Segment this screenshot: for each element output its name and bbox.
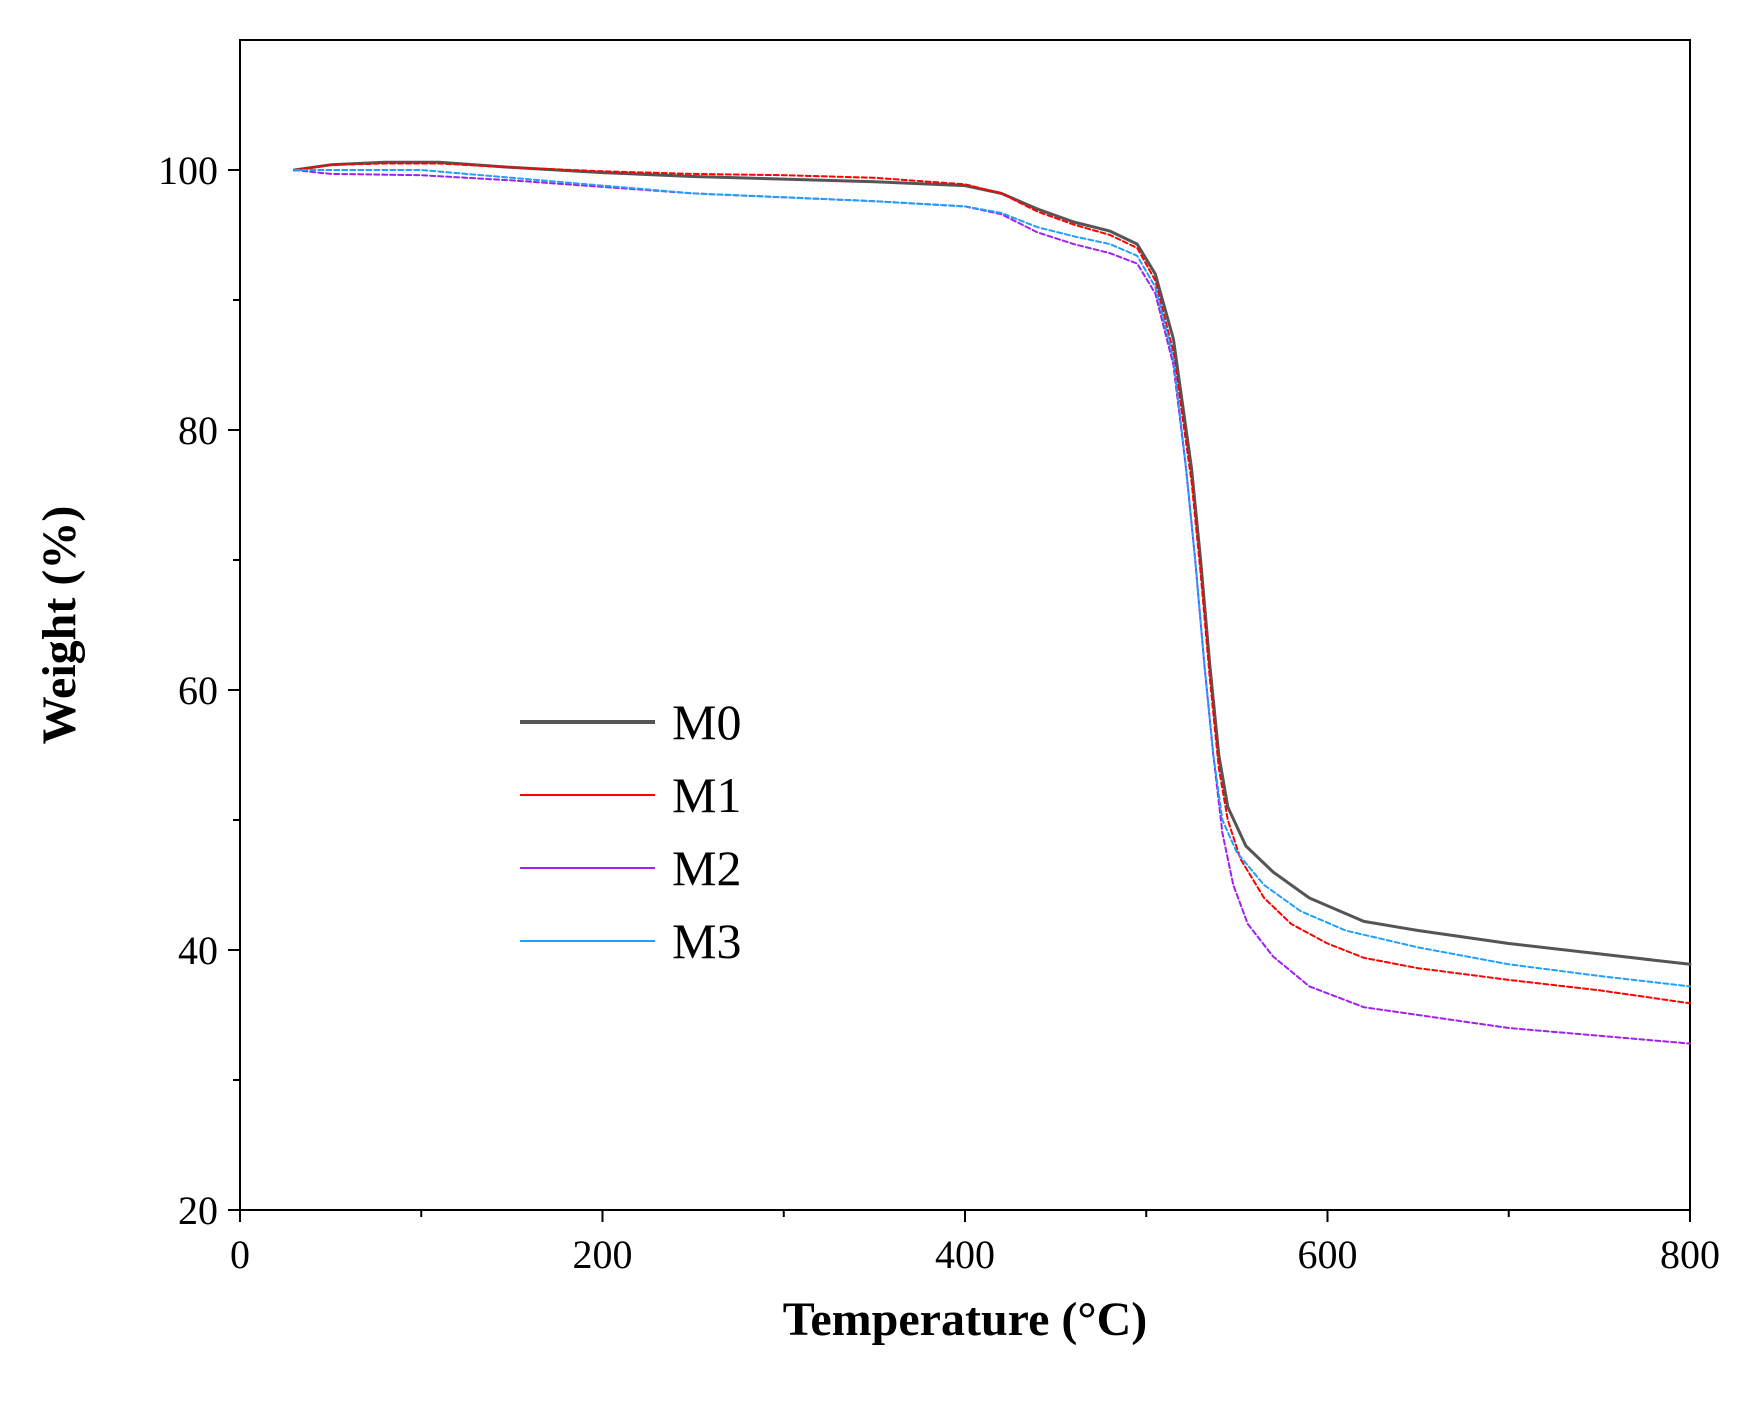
legend: M0 M1 M2 M3	[520, 694, 741, 969]
x-tick-label: 400	[935, 1232, 995, 1277]
series-line-m3	[293, 169, 1691, 988]
y-tick-label: 80	[178, 408, 218, 453]
series-line-m2	[293, 169, 1691, 1045]
x-axis-title: Temperature (°C)	[783, 1293, 1147, 1346]
series-line-m0	[292, 160, 1692, 966]
legend-label-m3: M3	[672, 913, 741, 969]
plot-frame	[239, 39, 1691, 1211]
axis-tick-labels: 0 200 400 600 800 20 40 60 80 100	[158, 148, 1720, 1277]
y-tick-label: 20	[178, 1188, 218, 1233]
x-tick-label: 0	[230, 1232, 250, 1277]
x-tick-label: 800	[1660, 1232, 1720, 1277]
x-tick-label: 200	[573, 1232, 633, 1277]
series-line-m1	[293, 162, 1691, 1005]
y-tick-label: 40	[178, 928, 218, 973]
series-lines	[292, 160, 1692, 1045]
legend-label-m1: M1	[672, 767, 741, 823]
legend-label-m2: M2	[672, 840, 741, 896]
legend-label-m0: M0	[672, 694, 741, 750]
y-tick-label: 100	[158, 148, 218, 193]
y-axis-title: Weight (%)	[33, 506, 86, 745]
y-tick-label: 60	[178, 668, 218, 713]
axis-ticks	[228, 169, 1691, 1222]
x-tick-label: 600	[1298, 1232, 1358, 1277]
